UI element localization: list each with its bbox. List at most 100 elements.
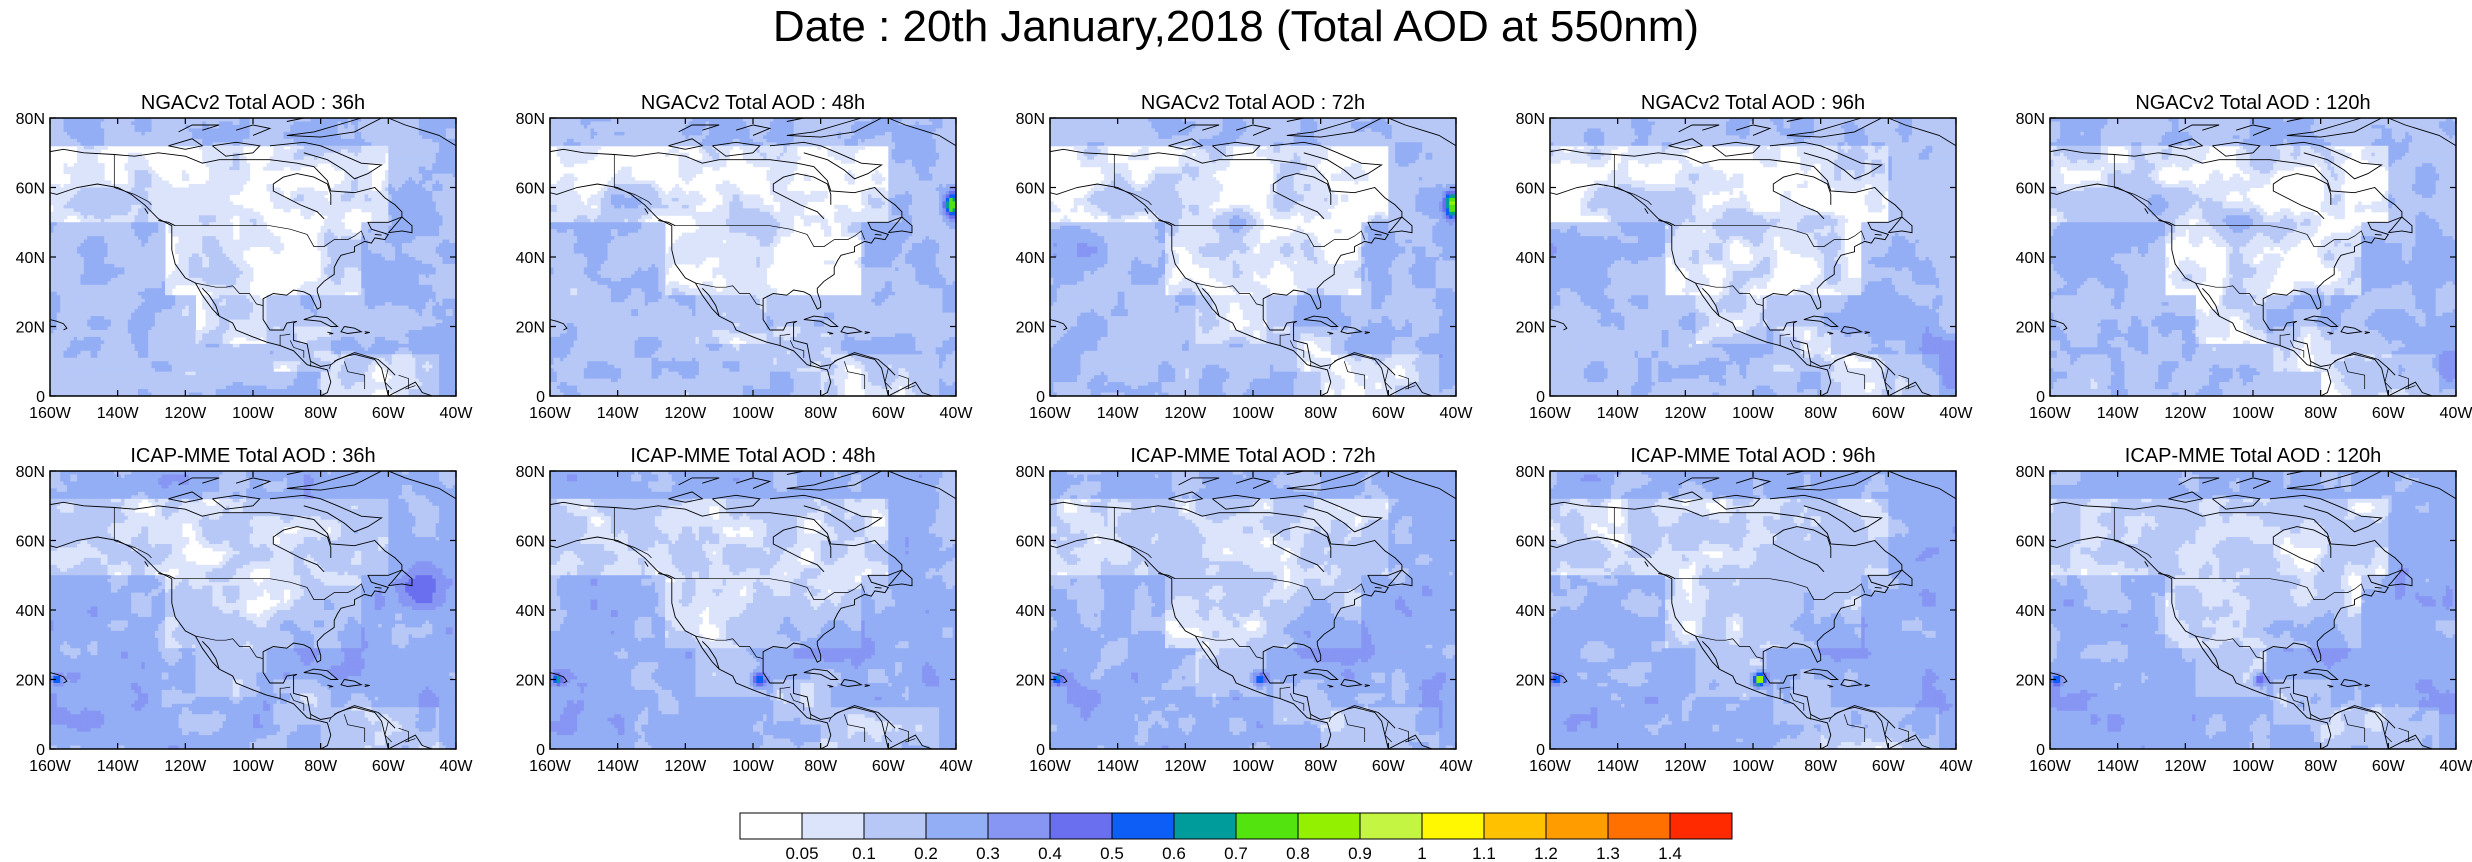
lon-tick-label: 140W [597,405,640,422]
lon-tick-label: 160W [1529,758,1572,775]
lon-tick-label: 60W [1372,758,1406,775]
lon-tick-label: 140W [2097,405,2140,422]
colorbar-label: 1.3 [1596,844,1620,862]
lat-tick-label: 60N [2016,181,2045,198]
colorbar-cell [1174,813,1236,839]
colorbar-label: 0.3 [976,844,1000,862]
lon-tick-label: 40W [440,758,474,775]
aod-map-panel: 160W 140W 120W 100W 80W 60W 40W80N60N40N20N0NG… [1016,92,1474,422]
colorbar-cell [802,813,864,839]
colorbar-cell [1360,813,1422,839]
lon-tick-label: 120W [664,758,707,775]
aod-map-panel: 160W 140W 120W 100W 80W 60W 40W80N60N40N20N0IC… [2016,445,2472,775]
lat-tick-label: 20N [2016,673,2045,690]
lon-tick-label: 140W [1097,405,1140,422]
aod-map-panel: 160W 140W 120W 100W 80W 60W 40W80N60N40N20N0IC… [16,445,474,775]
colorbar-cell [1546,813,1608,839]
lon-tick-label: 80W [304,758,338,775]
lat-tick-label: 0 [36,742,45,759]
colorbar-cell [1608,813,1670,839]
lat-tick-label: 0 [1036,742,1045,759]
aod-map-panel: 160W 140W 120W 100W 80W 60W 40W80N60N40N20N0NG… [2016,92,2472,422]
lon-tick-label: 80W [2304,758,2338,775]
aod-map-panel: 160W 140W 120W 100W 80W 60W 40W80N60N40N20N0NG… [1516,92,1974,422]
lon-tick-label: 100W [732,758,775,775]
lat-tick-label: 0 [36,389,45,406]
colorbar-label: 0.7 [1224,844,1248,862]
panel-title: ICAP-MME Total AOD : 48h [630,445,875,467]
lon-tick-label: 140W [2097,758,2140,775]
lat-tick-label: 40N [516,250,545,267]
lon-tick-label: 120W [1164,758,1207,775]
lat-tick-label: 0 [2036,389,2045,406]
lat-tick-label: 60N [16,534,45,551]
lat-tick-label: 20N [16,673,45,690]
lat-tick-label: 60N [2016,534,2045,551]
colorbar-label: 0.4 [1038,844,1062,862]
lat-tick-label: 20N [516,673,545,690]
colorbar-label: 0.05 [785,844,818,862]
lon-tick-label: 40W [440,405,474,422]
colorbar-label: 1.4 [1658,844,1682,862]
lat-tick-label: 20N [1016,320,1045,337]
lon-tick-label: 140W [97,405,140,422]
lat-tick-label: 0 [536,389,545,406]
colorbar-cell [988,813,1050,839]
panel-title: NGACv2 Total AOD : 72h [1141,92,1365,114]
lon-tick-label: 100W [232,405,275,422]
colorbar-cell [1484,813,1546,839]
colorbar-label: 1.1 [1472,844,1496,862]
lon-tick-label: 40W [940,758,974,775]
panel-title: NGACv2 Total AOD : 48h [641,92,865,114]
lon-tick-label: 40W [1940,758,1974,775]
lat-tick-label: 40N [2016,603,2045,620]
lon-tick-label: 160W [29,405,72,422]
lon-tick-label: 60W [872,405,906,422]
lon-tick-label: 140W [97,758,140,775]
colorbar-cell [864,813,926,839]
aod-map-panel: 160W 140W 120W 100W 80W 60W 40W80N60N40N20N0NG… [16,92,474,422]
colorbar-cell [1670,813,1732,839]
colorbar-label: 0.8 [1286,844,1310,862]
colorbar-label: 0.5 [1100,844,1124,862]
lat-tick-label: 80N [1516,464,1545,481]
lon-tick-label: 160W [29,758,72,775]
colorbar-cell [1298,813,1360,839]
lon-tick-label: 160W [529,758,572,775]
lat-tick-label: 80N [516,111,545,128]
aod-map-panel: 160W 140W 120W 100W 80W 60W 40W80N60N40N20N0NG… [516,92,974,422]
panel-title: ICAP-MME Total AOD : 120h [2125,445,2381,467]
colorbar-label: 1.2 [1534,844,1558,862]
lon-tick-label: 140W [1597,405,1640,422]
lat-tick-label: 40N [1516,603,1545,620]
lon-tick-label: 120W [1164,405,1207,422]
lon-tick-label: 120W [1664,758,1707,775]
lon-tick-label: 100W [1732,758,1775,775]
colorbar: 0.05 0.1 0.2 0.3 0.4 0.5 0.6 0.7 0.8 0.9 1 1.1 1.2 1.… [740,813,1732,862]
lat-tick-label: 80N [516,464,545,481]
lon-tick-label: 80W [2304,405,2338,422]
lon-tick-label: 60W [2372,758,2406,775]
lon-tick-label: 160W [2029,405,2072,422]
lat-tick-label: 40N [516,603,545,620]
lat-tick-label: 80N [1016,464,1045,481]
aod-map-panel: 160W 140W 120W 100W 80W 60W 40W80N60N40N20N0IC… [1016,445,1474,775]
lon-tick-label: 120W [1664,405,1707,422]
colorbar-label: 0.2 [914,844,938,862]
lat-tick-label: 40N [1516,250,1545,267]
lon-tick-label: 80W [804,758,838,775]
lat-tick-label: 20N [1016,673,1045,690]
colorbar-label: 0.9 [1348,844,1372,862]
panel-title: NGACv2 Total AOD : 120h [2135,92,2370,114]
lat-tick-label: 60N [16,181,45,198]
colorbar-cell [926,813,988,839]
lat-tick-label: 60N [1016,181,1045,198]
lat-tick-label: 60N [516,534,545,551]
lon-tick-label: 60W [372,405,406,422]
lat-tick-label: 20N [516,320,545,337]
lon-tick-label: 60W [372,758,406,775]
lon-tick-label: 160W [529,405,572,422]
lat-tick-label: 0 [536,742,545,759]
lon-tick-label: 100W [2232,405,2275,422]
